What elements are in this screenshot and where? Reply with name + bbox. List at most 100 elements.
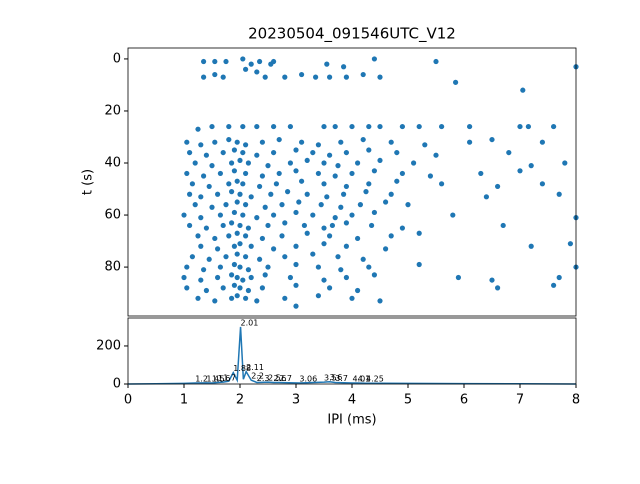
- x-tick-label: 2: [236, 393, 244, 408]
- spike-point: [259, 285, 265, 291]
- peak-label: 2.3: [257, 374, 270, 383]
- spike-point: [394, 178, 400, 184]
- spike-point: [539, 181, 546, 187]
- spike-point: [517, 168, 523, 174]
- spike-point: [248, 274, 254, 281]
- spike-point: [357, 202, 363, 208]
- spike-point: [271, 212, 277, 218]
- spike-point: [366, 147, 372, 153]
- y-tick-label: 0: [113, 51, 121, 66]
- spike-point: [248, 61, 254, 67]
- spike-point: [520, 87, 526, 93]
- spike-point: [240, 212, 246, 218]
- spike-point: [324, 61, 330, 67]
- spike-point: [271, 123, 277, 130]
- histogram-line: [127, 326, 577, 385]
- spike-point: [567, 241, 574, 247]
- x-tick-label: 1: [180, 393, 188, 408]
- spike-point: [500, 222, 506, 229]
- spike-point: [184, 285, 190, 291]
- spike-point: [329, 222, 335, 229]
- spike-point: [315, 264, 321, 270]
- spike-point: [209, 123, 215, 130]
- spike-point: [209, 163, 215, 169]
- spike-point: [237, 191, 243, 197]
- spike-point: [363, 189, 369, 195]
- spike-point: [198, 215, 204, 221]
- spike-point: [259, 235, 265, 242]
- spike-point: [377, 74, 383, 80]
- spike-point: [341, 64, 347, 70]
- spike-point: [551, 282, 557, 288]
- spike-point: [234, 199, 240, 205]
- peak-label: 2.01: [241, 318, 259, 327]
- spike-point: [231, 282, 237, 288]
- spike-point: [217, 170, 223, 177]
- spike-point: [285, 189, 291, 195]
- spike-point: [184, 170, 190, 177]
- spike-point: [271, 58, 277, 65]
- spike-point: [299, 139, 305, 145]
- spike-point: [201, 173, 207, 179]
- spike-point: [453, 79, 459, 85]
- spike-point: [240, 123, 246, 130]
- spike-point: [265, 264, 271, 270]
- peak-label: 1.5: [212, 375, 225, 384]
- spike-point: [282, 295, 288, 301]
- spike-point: [338, 267, 344, 273]
- peak-label: 1.4: [206, 374, 219, 383]
- spike-point: [327, 152, 333, 158]
- spike-point: [189, 181, 195, 187]
- spike-point: [215, 246, 221, 252]
- spike-point: [383, 246, 389, 252]
- spike-point: [245, 267, 251, 273]
- spike-point: [349, 212, 355, 218]
- spike-point: [327, 74, 333, 80]
- spike-point: [223, 254, 229, 260]
- spike-point: [366, 181, 372, 187]
- spike-point: [556, 274, 562, 281]
- x-tick-label: 8: [572, 393, 580, 408]
- spike-point: [217, 264, 223, 270]
- spike-point: [321, 181, 327, 187]
- spike-point: [248, 194, 254, 200]
- y-tick-label: 60: [104, 208, 121, 223]
- spike-point: [265, 222, 271, 229]
- spike-point: [220, 149, 226, 156]
- peak-label: 3.5: [324, 374, 337, 383]
- spike-point: [327, 233, 333, 239]
- spike-point: [229, 189, 235, 195]
- spike-point: [287, 123, 293, 130]
- spike-point: [360, 256, 366, 262]
- spike-point: [245, 160, 251, 166]
- spike-point: [327, 285, 333, 291]
- spike-point: [245, 225, 251, 231]
- spike-point: [262, 272, 268, 278]
- spike-point: [198, 243, 204, 249]
- spike-point: [528, 163, 534, 169]
- spike-point: [198, 194, 204, 200]
- spike-point: [343, 274, 349, 281]
- spike-point: [231, 243, 237, 249]
- x-tick-label: 5: [404, 393, 412, 408]
- peak-label: 3.7: [335, 374, 348, 383]
- spike-point: [528, 243, 534, 249]
- spike-point: [198, 277, 204, 283]
- spike-point: [206, 183, 212, 190]
- spike-point: [195, 295, 201, 301]
- peak-label: 3.06: [299, 375, 317, 384]
- spike-point: [201, 267, 207, 273]
- spike-point: [304, 230, 310, 236]
- spike-point: [206, 256, 212, 262]
- spike-point: [245, 287, 251, 294]
- spike-point: [257, 58, 263, 65]
- spike-point: [203, 287, 209, 294]
- spike-point: [349, 170, 355, 177]
- spike-point: [243, 254, 249, 260]
- spike-point: [192, 160, 198, 166]
- spike-point: [324, 194, 330, 200]
- x-tick-label: 7: [516, 393, 524, 408]
- x-tick-label: 0: [124, 393, 132, 408]
- spike-point: [301, 222, 307, 229]
